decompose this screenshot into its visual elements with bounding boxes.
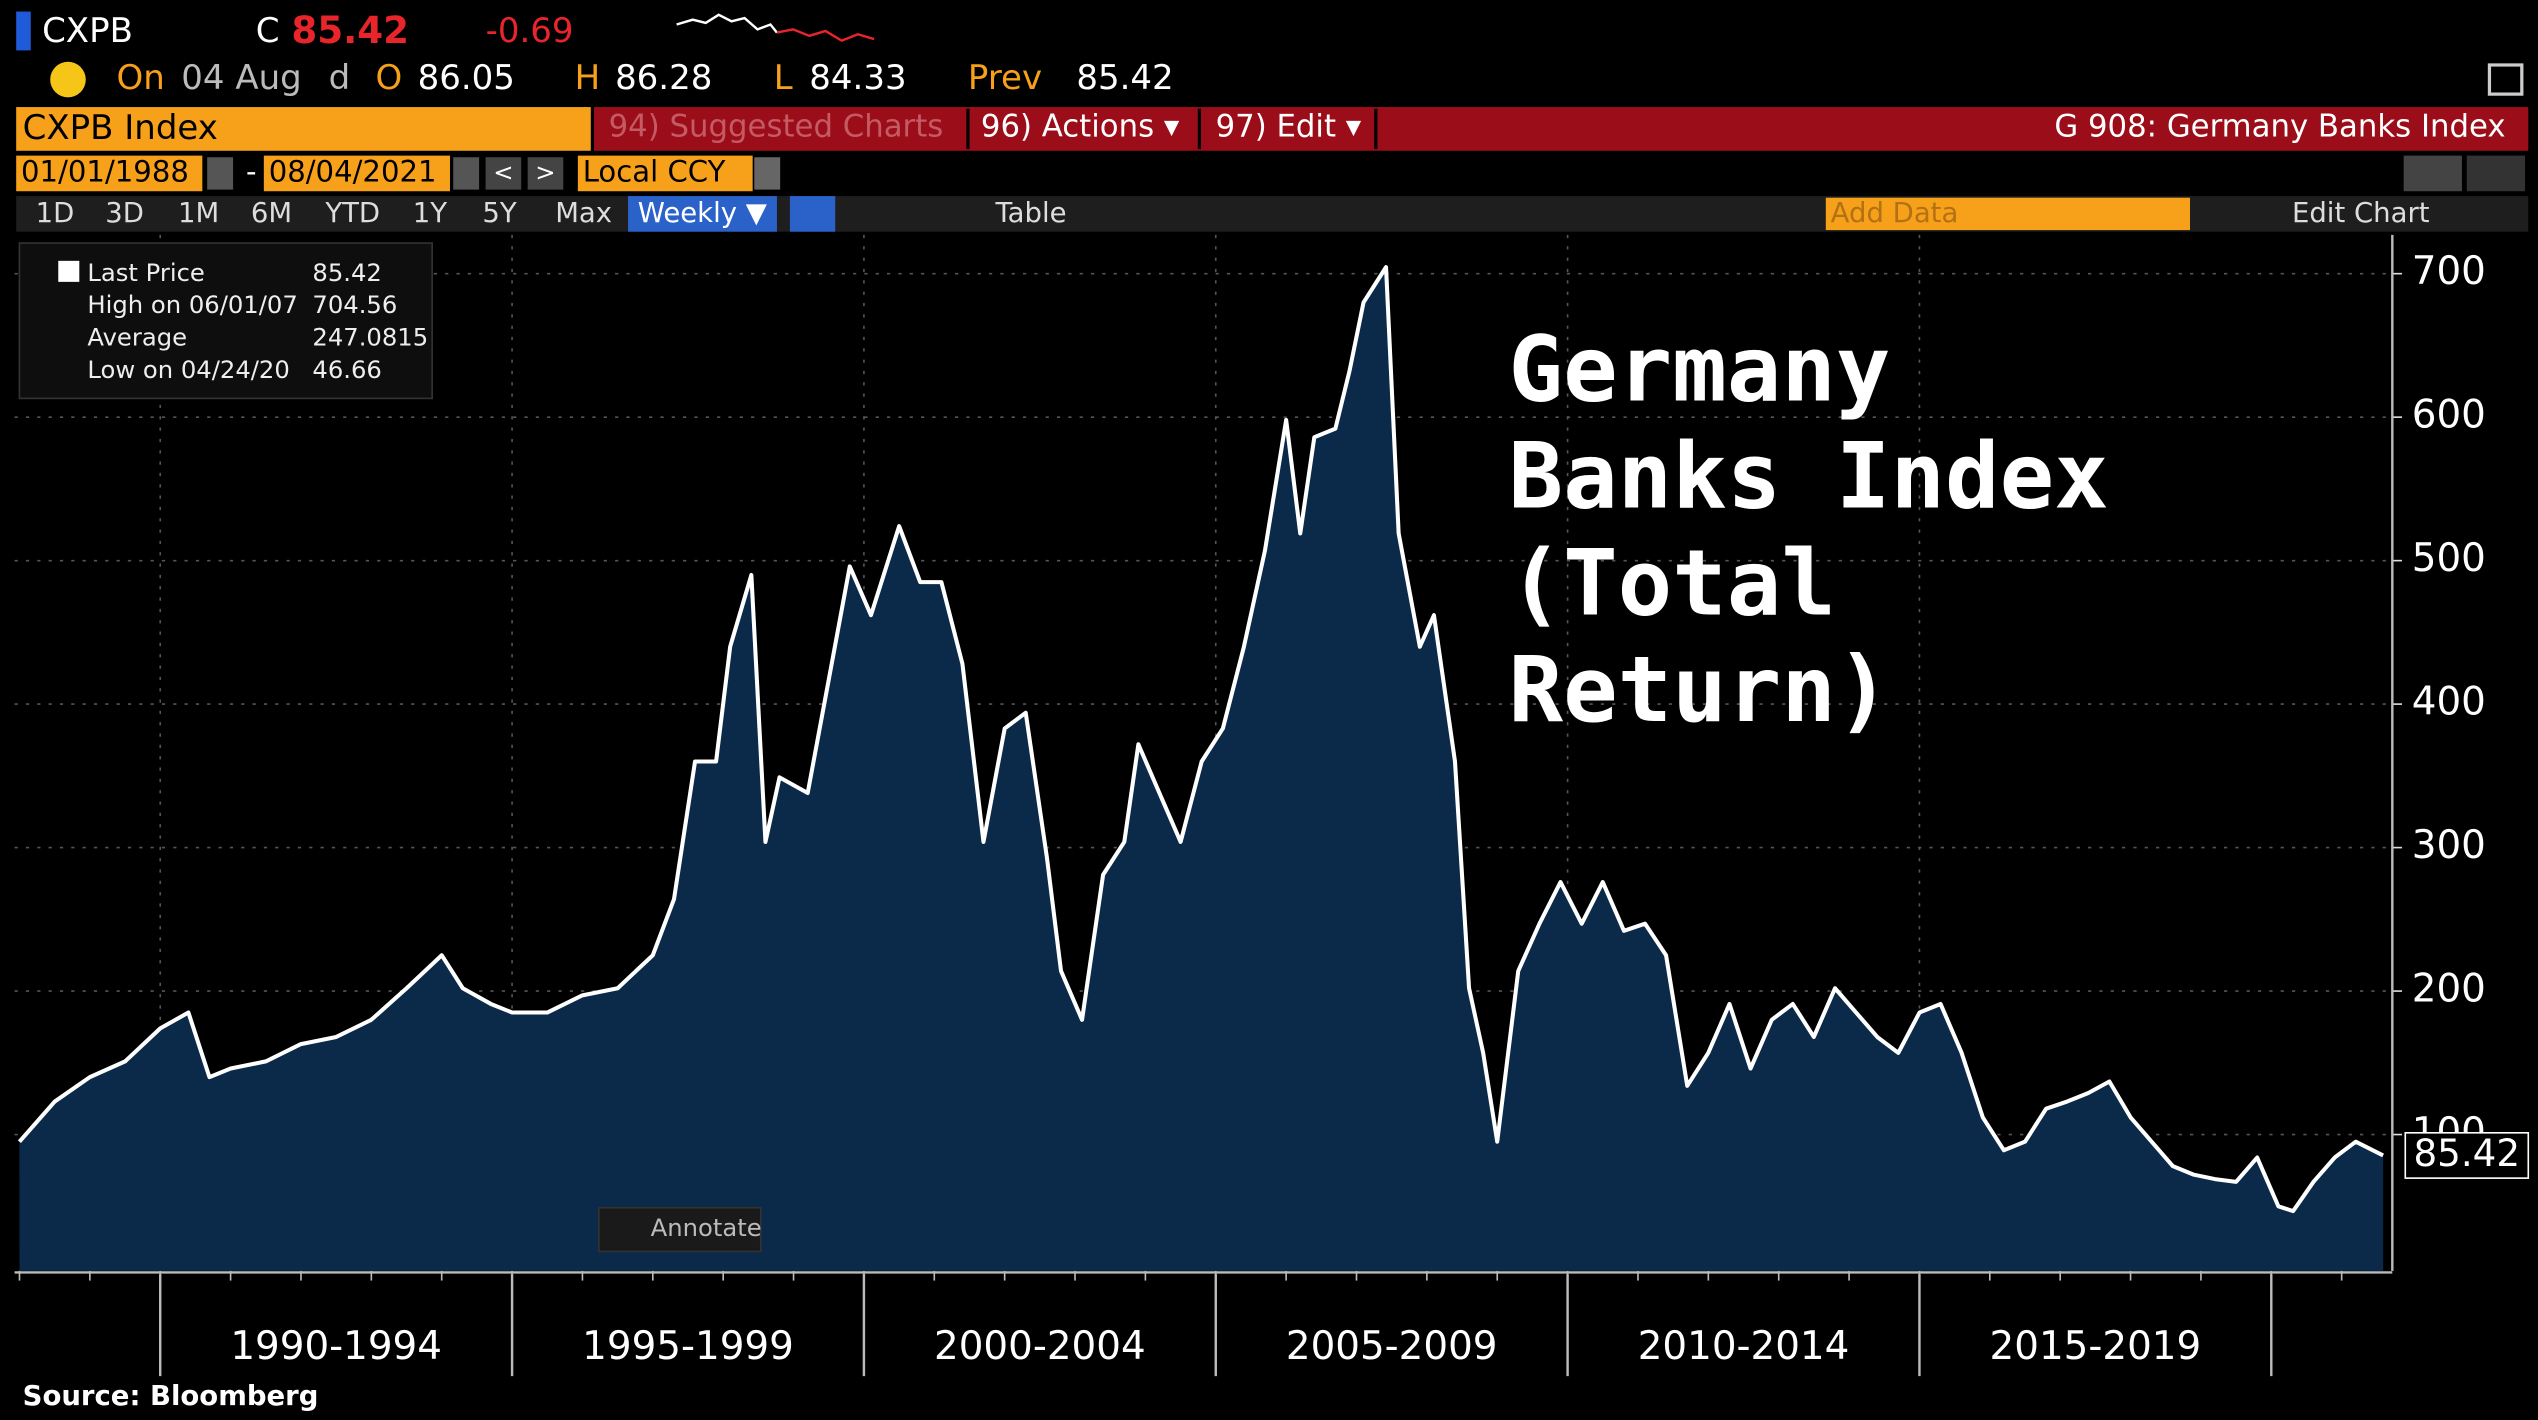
start-date-box[interactable] [16,155,203,192]
y-tick-label: 600 [2412,393,2486,438]
table[interactable]: Table [994,197,1066,229]
calendar-button[interactable] [207,157,234,190]
end-date-box[interactable] [263,155,450,192]
chart-title: Banks Index [1509,424,2109,529]
legend-value: 704.56 [312,290,397,319]
sparkline-today [776,28,875,43]
calendar-button[interactable] [453,157,480,190]
annotate: Annotate [651,1213,762,1242]
legend-value: 85.42 [312,258,381,287]
change: -0.69 [486,11,574,51]
x-tick-label: 1990-1994 [230,1324,442,1369]
prev: 85.42 [1076,58,1173,98]
legend-name: High on 06/01/07 [87,290,297,319]
high: 86.28 [615,58,712,98]
open: 86.05 [418,58,515,98]
currency-box[interactable] [577,155,753,192]
currency-dropdown[interactable] [754,157,781,190]
low: 84.33 [809,58,906,98]
open-label: O [376,58,403,98]
legend-swatch [58,260,80,282]
legend [18,242,433,400]
icon [50,61,86,98]
undo-button[interactable] [2403,155,2462,192]
period-tab[interactable]: 1Y [413,197,447,229]
add-data-box[interactable] [1825,197,2190,231]
page-title: G 908: Germany Banks Index [2054,109,2505,145]
low-label: L [774,58,793,98]
price-tag-box [2404,1131,2530,1179]
y-tick-label: 200 [2412,967,2486,1012]
add-data: Add Data [1831,197,1959,229]
edit[interactable]: 97) Edit ▾ [1216,109,1362,145]
period-tab[interactable]: 1M [178,197,219,229]
line-icon[interactable] [789,196,836,232]
frequency: Weekly ▼ [638,197,768,229]
redo-button[interactable] [2466,155,2526,192]
y-tick-label: 500 [2412,536,2486,581]
close: 85.42 [291,8,409,52]
x-tick-label: 1995-1999 [582,1324,794,1369]
price-line [17,265,2385,1214]
period-tab[interactable]: YTD [324,197,380,229]
y-tick-label: 700 [2412,249,2486,294]
y-tick-label: 400 [2412,680,2486,725]
popout-icon[interactable] [2487,63,2524,96]
x-tick-label: 2010-2014 [1638,1324,1850,1369]
prev-label: Prev [968,58,1042,98]
chart-title: Return) [1509,638,1891,743]
x-tick-label: 2000-2004 [934,1324,1146,1369]
edit-chart[interactable]: Edit Chart [2292,197,2430,229]
chart-title: (Total [1509,531,1836,636]
x-tick-label: 2015-2019 [1990,1324,2202,1369]
high-label: H [575,58,601,98]
annotate-button[interactable] [598,1206,762,1253]
dash: - [246,154,257,188]
period-tab[interactable]: 3D [105,197,144,229]
actions[interactable]: 96) Actions ▾ [981,109,1180,145]
legend-name: Low on 04/24/20 [87,355,289,384]
next-button[interactable] [527,157,564,190]
source: Source: Bloomberg [23,1380,319,1412]
suggested-charts[interactable]: 94) Suggested Charts [609,109,944,145]
prev-arrow: < [493,157,513,186]
legend-name: Last Price [87,258,204,287]
currency: Local CCY [583,154,726,188]
sparkline [676,13,778,34]
close-label: C [256,11,280,51]
on-label: On [117,58,165,98]
legend-name: Average [87,323,187,352]
frequency-box[interactable] [628,196,777,232]
period-tab[interactable]: Max [555,197,612,229]
end-date: 08/04/2021 [269,154,437,188]
next-arrow: > [535,157,555,186]
period-tab[interactable]: 1D [36,197,75,229]
freq: d [329,58,351,98]
security: CXPB Index [23,108,218,148]
start-date: 01/01/1988 [21,154,189,188]
legend-value: 247.0815 [312,323,428,352]
y-tick-label: 300 [2412,823,2486,868]
menu-bar [594,107,2529,151]
marker [16,11,31,51]
legend-value: 46.66 [312,355,381,384]
ticker: CXPB [42,11,133,51]
chart-title: Germany [1509,318,1891,423]
price-tag: 85.42 [2413,1131,2520,1175]
prev-button[interactable] [485,157,522,190]
security-box[interactable] [16,107,591,151]
period-tab[interactable]: 6M [251,197,292,229]
period-tab[interactable]: 5Y [482,197,516,229]
date: 04 Aug [181,58,301,98]
x-tick-label: 2005-2009 [1286,1324,1498,1369]
